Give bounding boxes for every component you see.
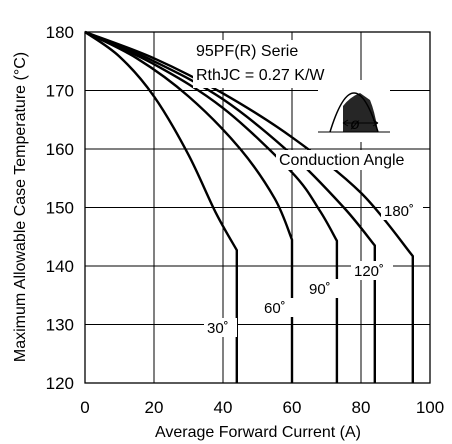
series-label-background xyxy=(204,318,237,337)
series-line-2 xyxy=(84,30,294,383)
x-tick-label: 100 xyxy=(416,398,444,417)
series-label-5: 180˚ xyxy=(384,203,414,220)
series-line-1 xyxy=(84,31,238,383)
y-tick-label: 140 xyxy=(46,257,74,276)
y-tick-label: 170 xyxy=(46,82,74,101)
series-annotation: 95PF(R) Serie xyxy=(196,43,298,60)
series-label-background xyxy=(351,261,393,280)
series-label-1: 30˚ xyxy=(207,320,229,337)
series-label-background xyxy=(261,298,294,317)
series-line-4 xyxy=(84,30,376,383)
series-line-3 xyxy=(84,30,339,383)
y-tick-label: 150 xyxy=(46,199,74,218)
series-labels: 30˚ 60˚ 90˚ 120˚ 180˚ xyxy=(204,201,423,337)
plot-frame xyxy=(84,31,431,384)
conduction-angle-icon xyxy=(318,80,390,142)
x-axis-title: Average Forward Current (A) xyxy=(155,424,361,441)
series-label-2: 60˚ xyxy=(264,300,286,317)
y-tick-label: 160 xyxy=(46,140,74,159)
y-tick-label: 180 xyxy=(46,23,74,42)
series-line-5 xyxy=(84,30,414,383)
series-label-3: 90˚ xyxy=(309,281,331,298)
series-label-background xyxy=(306,279,339,298)
x-tick-label: 60 xyxy=(283,398,302,417)
y-tick-label: 120 xyxy=(46,374,74,393)
y-tick-label: 130 xyxy=(46,316,74,335)
series-curves xyxy=(84,30,414,383)
x-tick-label: 20 xyxy=(145,398,164,417)
caption-background xyxy=(276,150,420,170)
x-tick-label: 40 xyxy=(214,398,233,417)
series-label-4: 120˚ xyxy=(354,263,384,280)
y-axis-title: Maximum Allowable Case Temperature (°C) xyxy=(12,52,29,362)
x-tick-label: 80 xyxy=(352,398,371,417)
tick-labels: 0 20 40 60 80 100 120 130 140 150 160 170 180 xyxy=(46,23,445,417)
rthjc-annotation: RthJC = 0.27 K/W xyxy=(196,67,325,84)
conduction-angle-caption: Conduction Angle xyxy=(279,152,405,169)
x-tick-label: 0 xyxy=(80,398,89,417)
series-label-background xyxy=(381,201,423,220)
phi-symbol: ø xyxy=(350,116,360,133)
